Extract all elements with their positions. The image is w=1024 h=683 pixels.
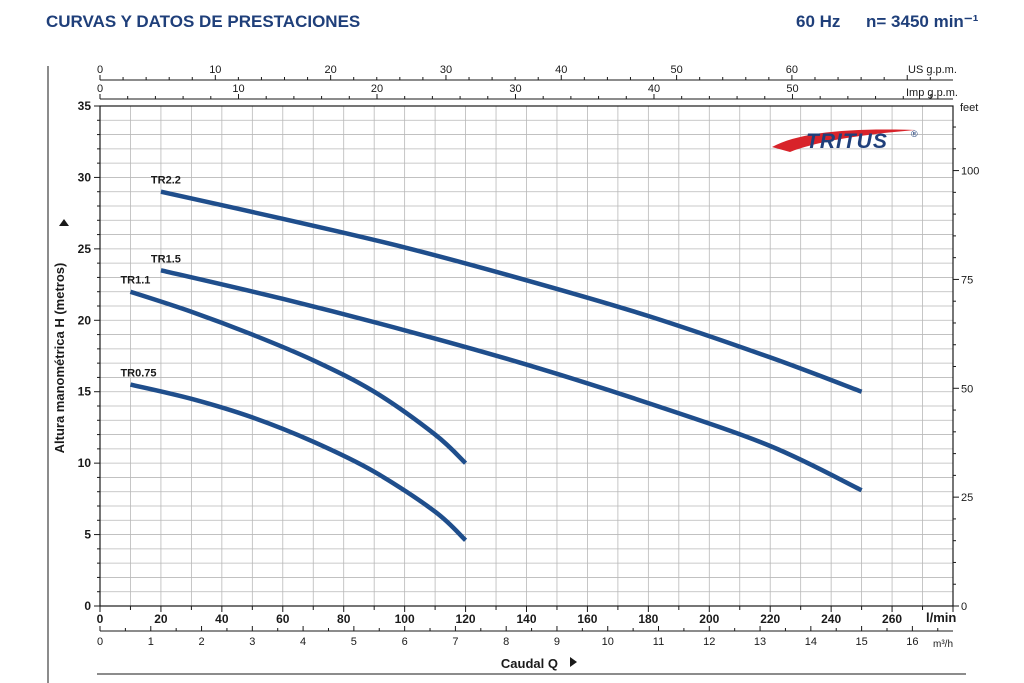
y-tick-label: 30 <box>78 170 92 184</box>
imp-gpm-tick-label: 0 <box>97 83 103 95</box>
y-tick-label: 20 <box>78 313 92 327</box>
y-tick-label: 10 <box>78 456 92 470</box>
us-gpm-unit-label: US g.p.m. <box>908 64 957 76</box>
series-label-tr1-5: TR1.5 <box>151 253 181 265</box>
imp-gpm-tick-label: 30 <box>509 83 521 95</box>
x-arrow-icon <box>570 657 577 667</box>
tritus-logo: TRITUS ® <box>772 129 918 153</box>
imp-gpm-tick-label: 20 <box>371 83 383 95</box>
axis-labels: Altura manométrica H (metros) Caudal Q l… <box>52 64 978 671</box>
m3h-tick-label: 14 <box>805 636 817 648</box>
x-tick-label: 60 <box>276 612 290 626</box>
imp-gpm-unit-label: Imp g.p.m. <box>906 87 958 99</box>
logo-swoosh <box>772 129 915 152</box>
m3h-tick-label: 5 <box>351 636 357 648</box>
m3h-tick-label: 15 <box>855 636 867 648</box>
m3h-tick-label: 6 <box>402 636 408 648</box>
m3h-tick-label: 11 <box>653 636 664 648</box>
x-tick-label: 0 <box>97 612 104 626</box>
feet-tick-label: 0 <box>961 601 967 613</box>
x-unit-label: l/min <box>926 610 956 625</box>
x-tick-label: 260 <box>882 612 902 626</box>
y-tick-label: 0 <box>84 599 91 613</box>
x-tick-label: 240 <box>821 612 841 626</box>
x-tick-label: 100 <box>395 612 415 626</box>
x-tick-label: 140 <box>516 612 536 626</box>
curve-tr0-75 <box>129 382 468 542</box>
m3h-tick-label: 9 <box>554 636 560 648</box>
feet-tick-label: 100 <box>961 166 979 178</box>
speed-label: n= 3450 min⁻¹ <box>866 12 979 31</box>
m3h-tick-label: 3 <box>249 636 255 648</box>
x-axis-title: Caudal Q <box>501 656 558 671</box>
x-tick-label: 40 <box>215 612 229 626</box>
y-tick-label: 15 <box>78 385 92 399</box>
x-tick-label: 80 <box>337 612 351 626</box>
y-tick-label: 25 <box>78 242 92 256</box>
curve-tr2-2 <box>160 189 863 394</box>
series-label-tr2-2: TR2.2 <box>151 175 181 187</box>
x-tick-label: 200 <box>699 612 719 626</box>
us-gpm-tick-label: 60 <box>786 64 798 76</box>
feet-tick-label: 75 <box>961 274 973 286</box>
curve-tr1-1 <box>129 289 468 465</box>
series-label-tr1-1: TR1.1 <box>120 275 150 287</box>
x-tick-label: 20 <box>154 612 168 626</box>
y-tick-label: 5 <box>84 528 91 542</box>
m3h-tick-label: 8 <box>503 636 509 648</box>
m3h-tick-label: 16 <box>906 636 918 648</box>
m3h-unit-label: m³/h <box>933 639 953 650</box>
us-gpm-tick-label: 20 <box>325 64 337 76</box>
chart-grid <box>100 106 953 606</box>
logo-registered-mark: ® <box>911 129 918 139</box>
frequency-label: 60 Hz <box>796 12 841 31</box>
page-title: CURVAS Y DATOS DE PRESTACIONES <box>46 12 361 31</box>
x-tick-label: 120 <box>456 612 476 626</box>
m3h-tick-label: 12 <box>703 636 715 648</box>
us-gpm-tick-label: 40 <box>555 64 567 76</box>
logo-text: TRITUS <box>806 130 888 153</box>
m3h-tick-label: 1 <box>148 636 154 648</box>
imp-gpm-tick-label: 50 <box>786 83 798 95</box>
x-tick-label: 180 <box>638 612 658 626</box>
us-gpm-tick-label: 10 <box>209 64 221 76</box>
m3h-tick-label: 10 <box>602 636 614 648</box>
x-tick-label: 160 <box>577 612 597 626</box>
y-axis-title: Altura manométrica H (metros) <box>52 263 67 454</box>
us-gpm-tick-label: 50 <box>670 64 682 76</box>
m3h-tick-label: 0 <box>97 636 103 648</box>
m3h-tick-label: 2 <box>198 636 204 648</box>
m3h-tick-label: 7 <box>452 636 458 648</box>
imp-gpm-tick-label: 10 <box>232 83 244 95</box>
m3h-tick-label: 13 <box>754 636 766 648</box>
feet-unit-label: feet <box>960 102 978 114</box>
us-gpm-tick-label: 0 <box>97 64 103 76</box>
feet-tick-label: 50 <box>961 383 973 395</box>
m3h-tick-label: 4 <box>300 636 306 648</box>
y-arrow-icon <box>59 219 69 226</box>
y-tick-label: 35 <box>78 99 92 113</box>
curve-tr1-5 <box>160 268 863 493</box>
us-gpm-tick-label: 30 <box>440 64 452 76</box>
imp-gpm-tick-label: 40 <box>648 83 660 95</box>
series-label-tr0-75: TR0.75 <box>120 368 156 380</box>
feet-tick-label: 25 <box>961 492 973 504</box>
x-tick-label: 220 <box>760 612 780 626</box>
